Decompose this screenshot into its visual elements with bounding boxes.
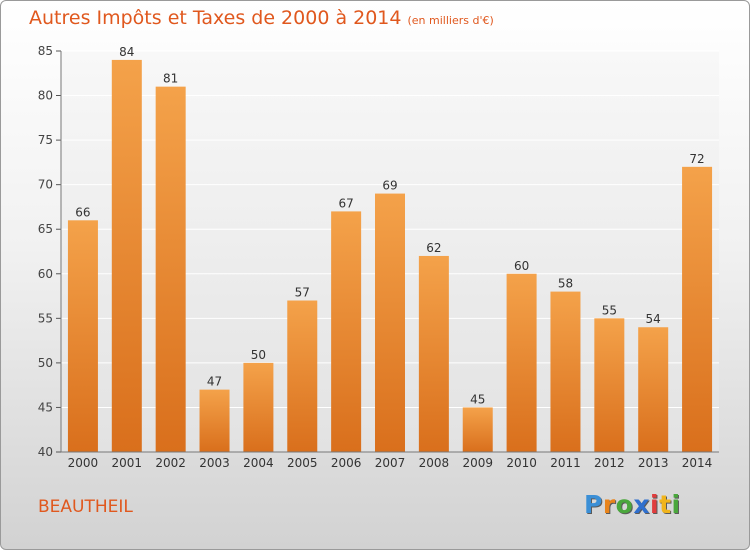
data-label: 47 [207,375,222,389]
data-label: 72 [689,152,704,166]
x-tick-label: 2008 [419,456,450,470]
x-tick-label: 2013 [638,456,669,470]
x-tick-label: 2010 [506,456,537,470]
y-tick-label: 50 [38,356,53,370]
bar [155,86,186,453]
data-label: 60 [514,259,529,273]
bar [506,273,537,452]
x-tick-label: 2004 [243,456,274,470]
data-label: 62 [426,241,441,255]
logo-letter: o [615,490,634,519]
x-tick-label: 2011 [550,456,581,470]
x-tick-label: 2009 [462,456,493,470]
logo-letter: P [584,490,603,519]
y-tick-label: 85 [38,44,53,58]
y-tick-label: 70 [38,178,53,192]
data-label: 69 [382,179,397,193]
bar [462,407,493,452]
data-label: 45 [470,392,485,406]
data-label: 57 [295,286,310,300]
logo-letter: x [633,490,650,519]
data-label: 81 [163,72,178,86]
x-tick-label: 2005 [287,456,318,470]
data-label: 55 [602,303,617,317]
y-tick-label: 65 [38,222,53,236]
bar [418,255,449,452]
x-tick-label: 2007 [375,456,406,470]
bar [67,220,98,452]
y-tick-label: 45 [38,400,53,414]
x-tick-label: 2014 [682,456,713,470]
y-tick-label: 75 [38,133,53,147]
bar [638,327,669,452]
y-tick-label: 60 [38,267,53,281]
chart-subtitle: (en milliers d'€) [407,14,494,27]
x-tick-label: 2003 [199,456,230,470]
bar [594,318,625,452]
bar [550,291,581,452]
proxiti-logo: Proxiti [584,490,681,519]
bar [331,211,362,452]
bar [682,166,713,452]
data-label: 50 [251,348,266,362]
logo-letter: r [602,490,616,519]
x-tick-label: 2012 [594,456,625,470]
data-label: 84 [119,45,134,59]
data-label: 66 [75,205,90,219]
data-label: 54 [646,312,661,326]
x-tick-label: 2001 [112,456,143,470]
bar [287,300,318,452]
town-name: BEAUTHEIL [38,497,133,517]
x-tick-label: 2006 [331,456,362,470]
x-tick-label: 2002 [155,456,186,470]
logo-letter: i [671,490,681,519]
bar [111,59,142,453]
data-label: 67 [338,196,353,210]
logo-letter: i [650,490,660,519]
x-tick-label: 2000 [68,456,99,470]
bar [375,193,405,453]
y-tick-label: 80 [38,89,53,103]
chart-title-text: Autres Impôts et Taxes de 2000 à 2014 [29,7,402,29]
bar [199,389,230,452]
chart-title: Autres Impôts et Taxes de 2000 à 2014 (en… [29,7,494,29]
bar [243,362,274,452]
y-tick-label: 40 [38,445,53,459]
logo-letter: t [659,490,672,519]
y-tick-label: 55 [38,311,53,325]
data-label: 58 [558,277,573,291]
